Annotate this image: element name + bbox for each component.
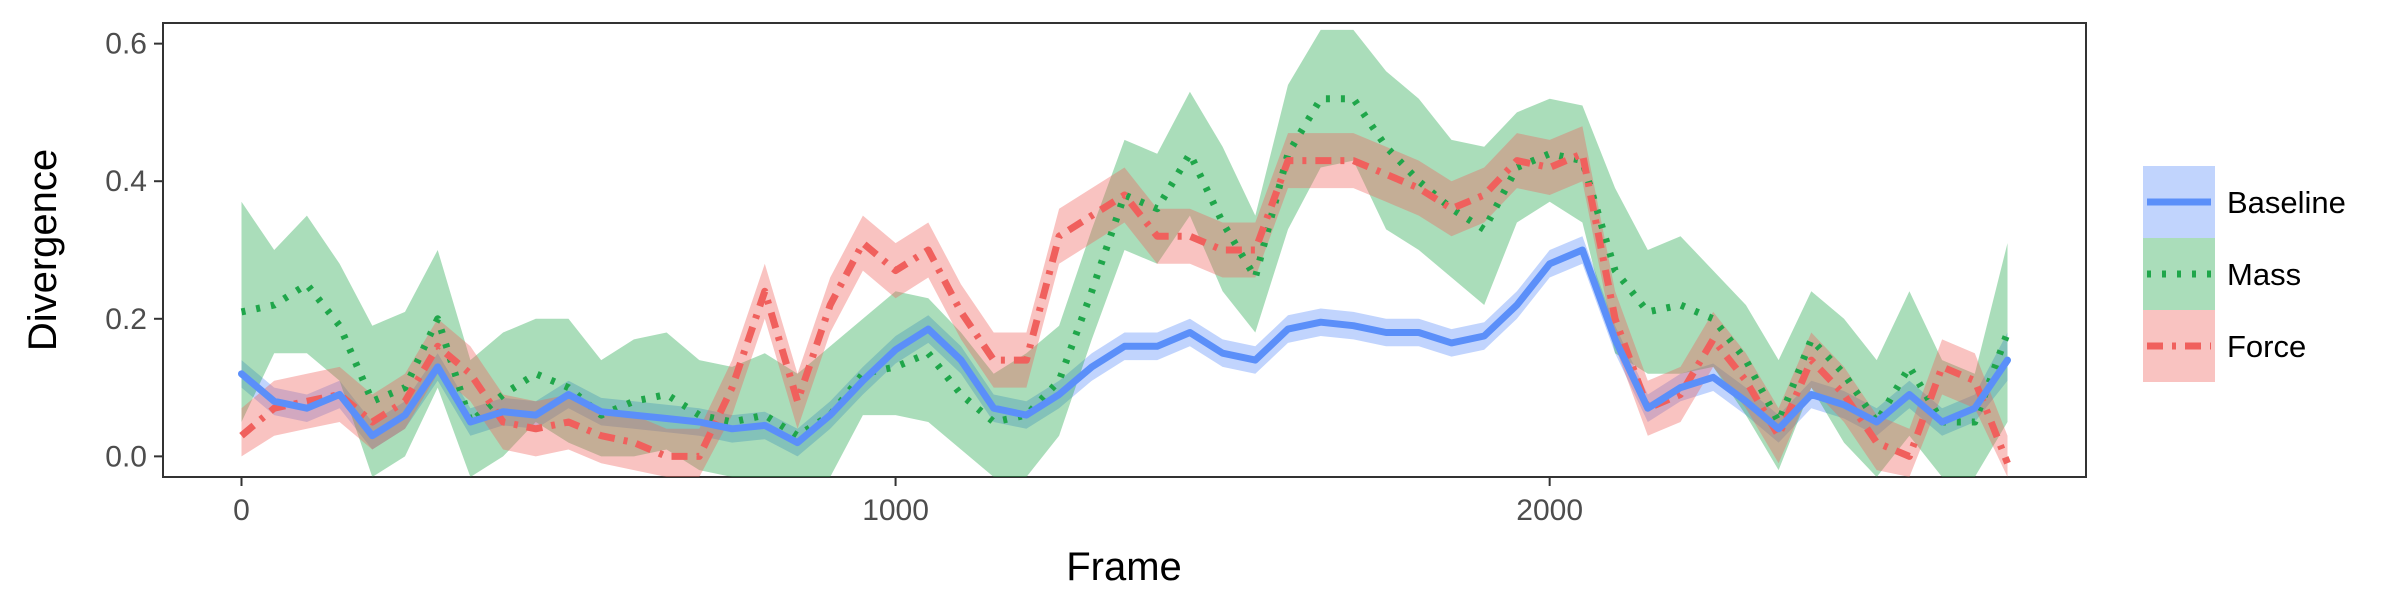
y-axis-title: Divergence <box>21 149 65 351</box>
legend: Baseline Mass Force <box>2143 166 2346 382</box>
legend-item-force: Force <box>2143 310 2306 382</box>
baseline-line <box>238 246 2011 447</box>
axis-layer: 0 1000 2000 0.0 0.2 0.4 0.6 <box>105 28 1583 527</box>
x-tick-label: 0 <box>233 494 250 527</box>
y-tick-label: 0.0 <box>105 440 147 473</box>
x-axis-title: Frame <box>1066 545 1182 589</box>
x-tick-label: 2000 <box>1516 494 1583 527</box>
plot-layer <box>238 29 2011 477</box>
y-tick-label: 0.4 <box>105 165 147 198</box>
plot-panel <box>162 22 2087 478</box>
x-tick-label: 1000 <box>862 494 929 527</box>
legend-item-mass: Mass <box>2143 238 2301 310</box>
y-tick-label: 0.6 <box>105 28 147 61</box>
force-line <box>239 150 2011 465</box>
mass-confidence-band <box>241 29 2008 477</box>
legend-item-baseline: Baseline <box>2143 166 2346 238</box>
y-tick-label: 0.2 <box>105 303 147 336</box>
legend-label: Force <box>2227 329 2306 364</box>
legend-label: Baseline <box>2227 185 2346 220</box>
legend-label: Mass <box>2227 257 2301 292</box>
